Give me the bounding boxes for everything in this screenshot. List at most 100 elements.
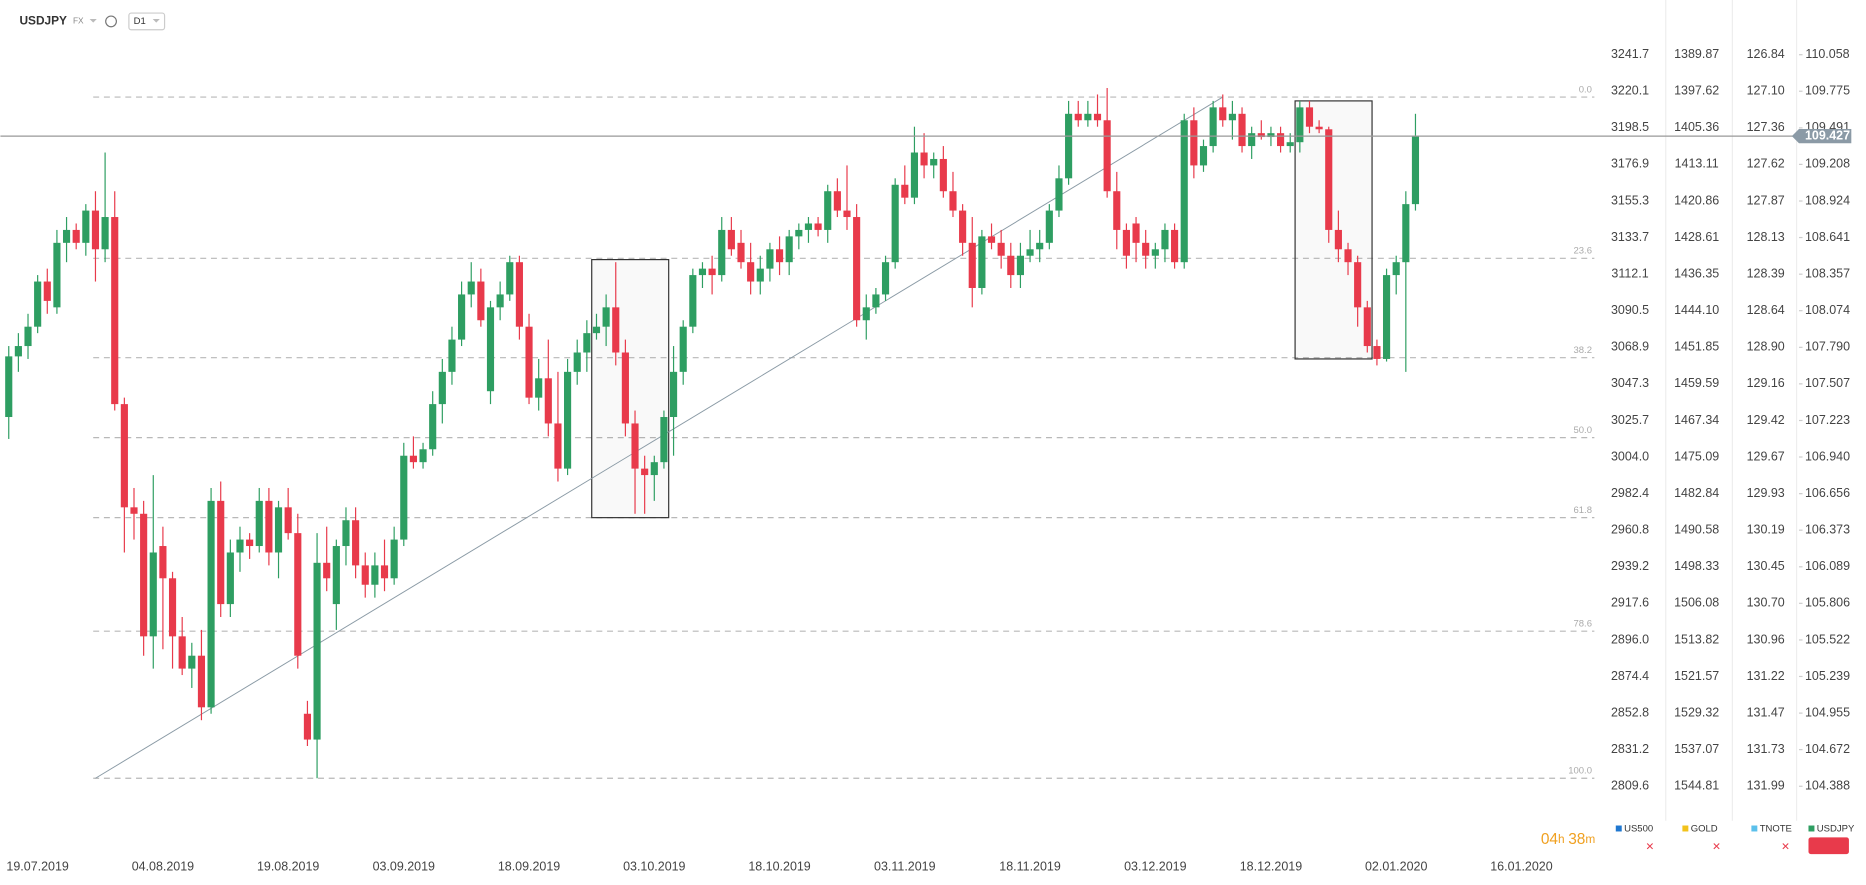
legend-label[interactable]: US500 bbox=[1624, 824, 1653, 835]
overlay-tick-label: 126.84 bbox=[1747, 47, 1785, 61]
fib-label: 78.6 bbox=[1573, 619, 1592, 630]
candle-body bbox=[82, 210, 90, 243]
candle-body bbox=[1392, 262, 1400, 276]
candle-body bbox=[361, 565, 369, 585]
legend-label[interactable]: TNOTE bbox=[1760, 824, 1792, 835]
candle-body bbox=[323, 562, 331, 579]
candle-body bbox=[727, 229, 735, 250]
candle-body bbox=[949, 191, 957, 211]
candle-body bbox=[371, 565, 379, 585]
candle-body bbox=[496, 294, 504, 308]
candle-body bbox=[332, 546, 340, 605]
candle-body bbox=[1325, 129, 1333, 230]
y-tick-label: 106.940 bbox=[1805, 449, 1850, 463]
overlay-tick-label: 2982.4 bbox=[1611, 486, 1649, 500]
interval-select[interactable] bbox=[128, 12, 166, 31]
overlay-tick-label: 3198.5 bbox=[1611, 120, 1649, 134]
overlay-tick-label: 130.96 bbox=[1747, 632, 1785, 646]
candle-body bbox=[1209, 107, 1217, 147]
candle-body bbox=[901, 184, 909, 198]
candle-body bbox=[1267, 133, 1275, 138]
candle-body bbox=[833, 191, 841, 211]
x-tick-label: 16.01.2020 bbox=[1490, 859, 1552, 873]
candle-body bbox=[1093, 113, 1102, 121]
dropdown-arrow[interactable] bbox=[152, 19, 160, 23]
candle-body bbox=[747, 262, 755, 282]
x-tick-label: 02.01.2020 bbox=[1365, 859, 1427, 873]
overlay-tick-label: 3112.1 bbox=[1611, 266, 1648, 280]
candle-body bbox=[804, 223, 813, 230]
candle-body bbox=[313, 562, 321, 740]
candle-body bbox=[1016, 255, 1024, 276]
candle-body bbox=[631, 423, 639, 469]
overlay-tick-label: 127.36 bbox=[1747, 120, 1785, 134]
y-tick-label: 106.089 bbox=[1805, 559, 1850, 573]
candle-body bbox=[419, 449, 427, 463]
legend-label[interactable]: GOLD bbox=[1691, 824, 1718, 835]
y-tick-label: 107.223 bbox=[1805, 413, 1850, 427]
candle-body bbox=[968, 242, 976, 288]
x-tick-label: 03.10.2019 bbox=[623, 859, 685, 873]
y-tick-label: 108.924 bbox=[1805, 193, 1850, 207]
candle-body bbox=[1228, 113, 1236, 121]
candle-body bbox=[1151, 249, 1159, 256]
candle-body bbox=[1219, 107, 1227, 121]
y-tick-label: 110.058 bbox=[1805, 47, 1849, 61]
y-tick-label: 109.775 bbox=[1805, 84, 1850, 98]
overlay-tick-label: 131.99 bbox=[1747, 779, 1785, 793]
overlay-tick-label: 128.64 bbox=[1747, 303, 1785, 317]
candle-body bbox=[53, 242, 61, 308]
candle-body bbox=[1238, 113, 1246, 147]
overlay-tick-label: 128.13 bbox=[1747, 230, 1785, 244]
overlay-tick-label: 1475.09 bbox=[1674, 449, 1719, 463]
overlay-tick-label: 129.67 bbox=[1747, 449, 1785, 463]
candle-body bbox=[987, 236, 996, 243]
candle-body bbox=[1296, 107, 1304, 143]
legend-swatch bbox=[1682, 825, 1689, 832]
candle-body bbox=[1248, 133, 1256, 147]
price-badge-label: 109.427 bbox=[1805, 128, 1850, 142]
candle-body bbox=[1354, 262, 1362, 308]
overlay-tick-label: 3155.3 bbox=[1611, 193, 1649, 207]
candle-body bbox=[1373, 346, 1381, 359]
overlay-tick-label: 1436.35 bbox=[1674, 266, 1719, 280]
overlay-tick-label: 131.22 bbox=[1747, 669, 1785, 683]
candle-body bbox=[1344, 249, 1352, 263]
candle-body bbox=[1026, 249, 1034, 256]
overlay-tick-label: 127.10 bbox=[1747, 84, 1785, 98]
candle-body bbox=[1036, 242, 1044, 250]
countdown-unit: h bbox=[1558, 832, 1565, 846]
info-icon[interactable] bbox=[105, 15, 117, 28]
candle-body bbox=[1045, 210, 1053, 243]
candle-body bbox=[409, 455, 417, 463]
dropdown-arrow[interactable] bbox=[89, 19, 97, 23]
candle-body bbox=[284, 507, 292, 534]
candle-body bbox=[34, 281, 42, 327]
candle-body bbox=[679, 326, 687, 372]
candle-body bbox=[265, 500, 273, 553]
candle-body bbox=[390, 539, 398, 579]
legend-remove[interactable]: ✕ bbox=[1781, 841, 1790, 853]
highlight-box bbox=[1294, 100, 1373, 360]
candle-body bbox=[756, 268, 764, 282]
candle-body bbox=[930, 158, 938, 166]
candle-body bbox=[660, 417, 668, 463]
candle-body bbox=[149, 552, 157, 637]
market[interactable]: FX bbox=[73, 16, 84, 26]
y-tick-label: 104.955 bbox=[1805, 705, 1850, 719]
candle-body bbox=[1402, 204, 1410, 263]
fib-label: 50.0 bbox=[1573, 425, 1592, 436]
legend-remove[interactable]: ✕ bbox=[1712, 841, 1721, 853]
candle-body bbox=[535, 378, 543, 398]
candle-body bbox=[448, 339, 456, 372]
highlight-box bbox=[591, 259, 670, 519]
x-tick-label: 19.08.2019 bbox=[257, 859, 319, 873]
candle-body bbox=[438, 371, 446, 405]
symbol: USDJPY bbox=[19, 14, 67, 28]
interval[interactable]: D1 bbox=[134, 16, 146, 27]
candle-body bbox=[24, 326, 32, 347]
candle-body bbox=[352, 520, 360, 566]
legend-remove[interactable]: ✕ bbox=[1646, 841, 1655, 853]
candle-body bbox=[1199, 146, 1208, 166]
candle-body bbox=[91, 210, 100, 250]
